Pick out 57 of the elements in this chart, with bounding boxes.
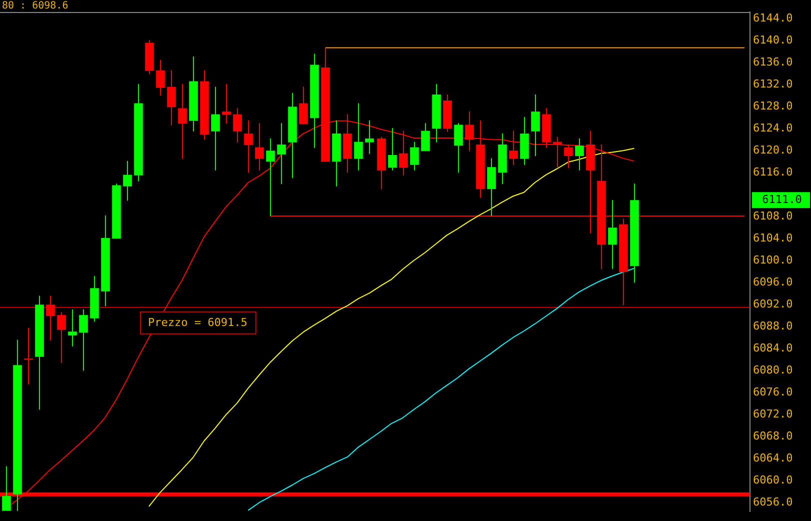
annotation: 80 : 6098.6 [2,0,68,12]
ref-line-label: Prezzo = 6091.5 [148,316,248,330]
candlestick [487,158,496,217]
y-tick-label: 6136.0 [753,55,793,68]
y-tick-label: 6100.0 [753,253,793,266]
candlestick [156,59,165,96]
candlestick [399,130,408,176]
candlestick [299,86,308,125]
candlestick [24,327,33,385]
candlestick [79,309,88,372]
candlestick [255,122,264,171]
y-tick-label: 6144.0 [753,11,793,24]
candlestick [211,86,220,171]
text: 6111.0 [762,192,802,206]
candlestick [608,200,617,270]
candlestick [454,122,463,174]
candlestick [531,94,540,157]
candlestick [233,108,242,143]
candlestick [244,120,253,174]
candlestick [68,309,77,347]
y-tick-label: 6080.0 [753,363,793,376]
candlestick [178,84,187,160]
candlestick [564,144,573,169]
y-tick-label: 6064.0 [753,451,793,464]
candlestick [222,84,231,124]
candlestick [575,138,584,171]
candlestick [57,312,66,364]
y-tick-label: 6088.0 [753,319,793,332]
y-tick-label: 6140.0 [753,33,793,46]
y-tick-label: 6128.0 [753,99,793,112]
candlestick [365,120,374,154]
y-tick-label: 6056.0 [753,495,793,508]
candlestick [123,160,132,202]
y-tick-label: 6104.0 [753,231,793,244]
y-tick-label: 6084.0 [753,341,793,354]
candlestick [388,128,397,171]
y-tick-label: 6060.0 [753,473,793,486]
candlestick [277,122,286,185]
candlestick [46,295,55,341]
y-tick-label: 6068.0 [753,429,793,442]
y-tick-label: 6096.0 [753,275,793,288]
candlestick [354,102,363,171]
y-tick-label: 6092.0 [753,297,793,310]
candlestick [553,136,562,168]
candlestick [410,141,419,171]
candlestick [509,130,518,166]
y-tick-label: 6132.0 [753,77,793,90]
y-tick-label: 6108.0 [753,209,793,222]
y-tick-label: 6124.0 [753,121,793,134]
candlestick [266,138,275,217]
candlestick [421,122,430,152]
y-tick-label: 6120.0 [753,143,793,156]
y-tick-label: 6076.0 [753,385,793,398]
y-tick-label: 6072.0 [753,407,793,420]
y-tick-label: 6116.0 [753,165,793,178]
candlestick [167,70,176,126]
candlestick [2,466,11,512]
